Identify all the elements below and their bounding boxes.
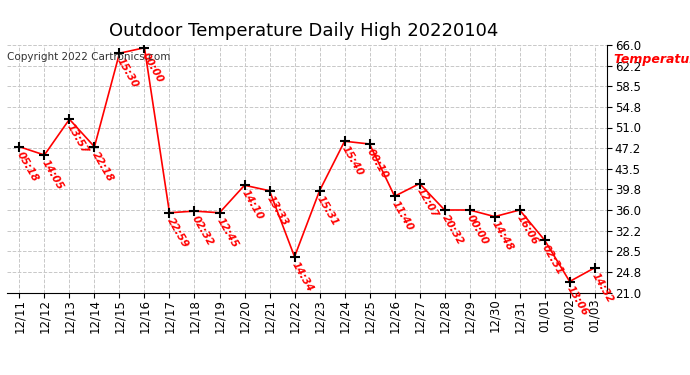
Text: 14:10: 14:10 [240,188,265,222]
Text: 12:45: 12:45 [215,216,240,249]
Text: Temperature (°F): Temperature (°F) [614,53,690,66]
Text: 20:32: 20:32 [440,213,465,246]
Text: 11:40: 11:40 [390,199,415,233]
Text: 14:05: 14:05 [40,158,65,192]
Text: 15:30: 15:30 [115,56,140,90]
Text: 16:06: 16:06 [515,213,540,246]
Text: 02:31: 02:31 [540,243,565,277]
Text: Copyright 2022 Cartronics.com: Copyright 2022 Cartronics.com [7,53,170,63]
Text: 13:06: 13:06 [565,284,591,318]
Text: 15:40: 15:40 [340,144,365,178]
Text: 22:18: 22:18 [90,150,115,183]
Text: 05:18: 05:18 [15,150,40,183]
Text: 13:33: 13:33 [265,194,290,227]
Text: 13:57: 13:57 [65,122,90,156]
Text: 00:00: 00:00 [140,51,165,84]
Text: 15:31: 15:31 [315,194,340,227]
Text: 12:07: 12:07 [415,186,440,220]
Text: 14:48: 14:48 [490,219,515,253]
Text: 00:10: 00:10 [365,147,391,180]
Text: 14:34: 14:34 [290,260,315,293]
Text: Outdoor Temperature Daily High 20220104: Outdoor Temperature Daily High 20220104 [109,22,498,40]
Text: 02:32: 02:32 [190,214,215,248]
Text: 14:32: 14:32 [590,270,615,304]
Text: 00:00: 00:00 [465,213,491,246]
Text: 22:59: 22:59 [165,216,190,249]
